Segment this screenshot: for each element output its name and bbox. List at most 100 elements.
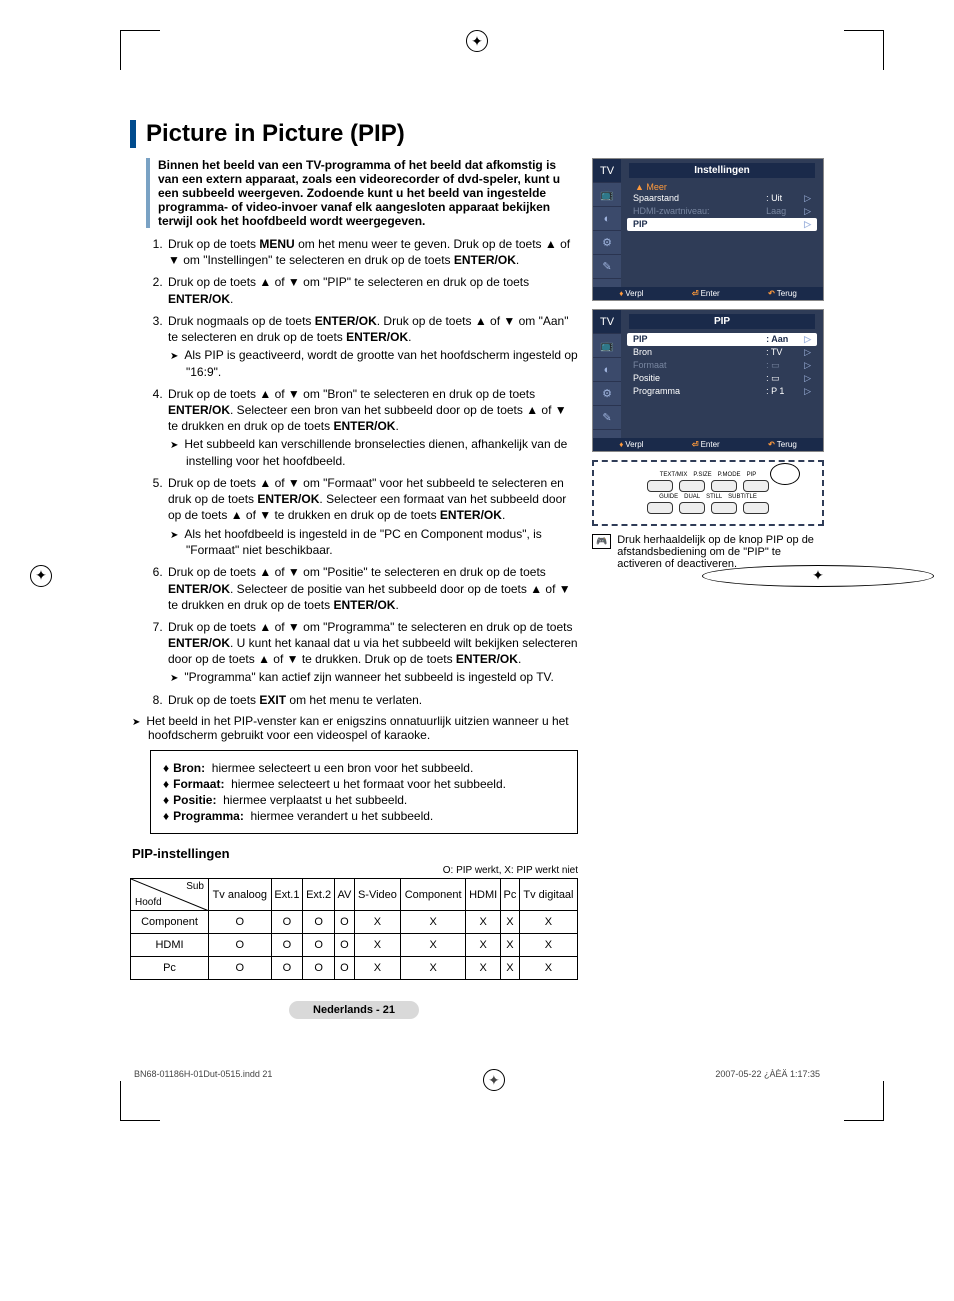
- table-col-header: S-Video: [354, 879, 400, 911]
- table-cell: O: [209, 934, 272, 957]
- table-cell: X: [354, 934, 400, 957]
- registration-mark: ✦: [483, 1069, 505, 1091]
- step-subnote: Als het hoofdbeeld is ingesteld in de "P…: [186, 526, 578, 559]
- remote-button: [743, 480, 769, 492]
- osd-tab-icon: ✎: [593, 255, 621, 279]
- remote-button-label: P.MODE: [718, 472, 741, 478]
- table-cell: O: [303, 934, 335, 957]
- step-item: Druk op de toets ▲ of ▼ om "Positie" te …: [166, 564, 578, 613]
- table-col-header: HDMI: [466, 879, 501, 911]
- step-item: Druk op de toets ▲ of ▼ om "Bron" te sel…: [166, 386, 578, 469]
- table-row-header: Pc: [131, 957, 209, 980]
- osd-tab-tv: TV: [593, 159, 621, 183]
- pip-table: SubHoofdTv analoogExt.1Ext.2AVS-VideoCom…: [130, 878, 578, 980]
- table-legend: O: PIP werkt, X: PIP werkt niet: [130, 865, 578, 876]
- osd-row: Bron: TV▷: [627, 346, 817, 359]
- final-note: Het beeld in het PIP-venster kan er enig…: [148, 714, 578, 742]
- intro-text: Binnen het beeld van een TV-programma of…: [146, 158, 566, 228]
- step-subnote: Het subbeeld kan verschillende bronselec…: [186, 436, 578, 469]
- table-col-header: Pc: [501, 879, 520, 911]
- osd-row: Formaat: ▭▷: [627, 359, 817, 372]
- remote-button-label: SUBTITLE: [728, 494, 757, 500]
- table-col-header: Component: [401, 879, 466, 911]
- step-item: Druk nogmaals op de toets ENTER/OK. Druk…: [166, 313, 578, 380]
- table-cell: X: [466, 911, 501, 934]
- table-row-header: Component: [131, 911, 209, 934]
- table-row-header: HDMI: [131, 934, 209, 957]
- definition-row: ♦Bron: hiermee selecteert u een bron voo…: [163, 761, 565, 775]
- table-cell: X: [354, 911, 400, 934]
- osd-row: PIP▷: [627, 218, 817, 231]
- osd-row: Positie: ▭▷: [627, 372, 817, 385]
- remote-button-label: TEXT/MIX: [660, 472, 688, 478]
- osd-row: HDMI-zwartniveau:Laag▷: [627, 205, 817, 218]
- definition-row: ♦Positie: hiermee verplaatst u het subbe…: [163, 793, 565, 807]
- table-cell: O: [334, 911, 354, 934]
- remote-button: [743, 502, 769, 514]
- meta-timestamp: 2007-05-22 ¿ÀÈÄ 1:17:35: [715, 1069, 820, 1091]
- table-col-header: Tv analoog: [209, 879, 272, 911]
- table-col-header: Ext.1: [271, 879, 303, 911]
- osd-tab-icon: ⚙: [593, 231, 621, 255]
- table-cell: X: [501, 957, 520, 980]
- table-cell: O: [334, 934, 354, 957]
- osd-screenshot-settings: TV 📺 ◐ ⚙ ✎ Instellingen ▲ Meer Spaarstan…: [592, 158, 824, 301]
- osd-tab-icon: ◐: [593, 207, 621, 231]
- osd-tab-icon: ✎: [593, 406, 621, 430]
- table-cell: O: [209, 911, 272, 934]
- osd-footer: ♦Verpl ⏎Enter ↶Terug: [593, 287, 823, 300]
- remote-button-label: STILL: [706, 494, 722, 500]
- table-cell: X: [401, 911, 466, 934]
- osd-tab-icon: 📺: [593, 183, 621, 207]
- table-cell: X: [466, 934, 501, 957]
- remote-button-label: GUIDE: [659, 494, 678, 500]
- meta-filename: BN68-01186H-01Dut-0515.indd 21: [134, 1069, 272, 1091]
- table-cell: X: [466, 957, 501, 980]
- table-cell: X: [519, 911, 577, 934]
- remote-button: [647, 502, 673, 514]
- remote-tip: 🎮 Druk herhaaldelijk op de knop PIP op d…: [592, 534, 824, 570]
- table-cell: O: [303, 957, 335, 980]
- osd-row: PIP: Aan▷: [627, 333, 817, 346]
- step-subnote: Als PIP is geactiveerd, wordt de grootte…: [186, 347, 578, 380]
- table-cell: X: [401, 957, 466, 980]
- step-subnote: "Programma" kan actief zijn wanneer het …: [186, 669, 578, 686]
- definitions-box: ♦Bron: hiermee selecteert u een bron voo…: [150, 750, 578, 834]
- definition-row: ♦Formaat: hiermee selecteert u het forma…: [163, 777, 565, 791]
- page-title: Picture in Picture (PIP): [130, 120, 824, 148]
- table-heading: PIP-instellingen: [132, 846, 578, 861]
- step-item: Druk op de toets MENU om het menu weer t…: [166, 236, 578, 268]
- table-cell: O: [303, 911, 335, 934]
- remote-button: [679, 502, 705, 514]
- osd-tab-icon: ◐: [593, 358, 621, 382]
- osd-row: Programma: P 1▷: [627, 385, 817, 398]
- table-cell: X: [519, 957, 577, 980]
- table-col-header: Ext.2: [303, 879, 335, 911]
- step-item: Druk op de toets ▲ of ▼ om "Formaat" voo…: [166, 475, 578, 558]
- remote-button-label: P.SIZE: [693, 472, 711, 478]
- remote-button: [679, 480, 705, 492]
- osd-title: PIP: [629, 314, 815, 329]
- table-cell: O: [271, 957, 303, 980]
- table-cell: O: [271, 934, 303, 957]
- remote-button: [711, 480, 737, 492]
- table-cell: X: [501, 911, 520, 934]
- osd-title: Instellingen: [629, 163, 815, 178]
- remote-button: [647, 480, 673, 492]
- table-cell: O: [271, 911, 303, 934]
- table-cell: O: [209, 957, 272, 980]
- osd-row: Spaarstand: Uit▷: [627, 192, 817, 205]
- definition-row: ♦Programma: hiermee verandert u het subb…: [163, 809, 565, 823]
- page-footer: Nederlands - 21: [289, 1001, 419, 1019]
- osd-more: ▲ Meer: [627, 182, 817, 192]
- remote-button-label: PIP: [747, 472, 757, 478]
- osd-tab-icon: 📺: [593, 334, 621, 358]
- step-item: Druk op de toets ▲ of ▼ om "PIP" te sele…: [166, 274, 578, 306]
- osd-footer: ♦Verpl ⏎Enter ↶Terug: [593, 438, 823, 451]
- step-item: Druk op de toets ▲ of ▼ om "Programma" t…: [166, 619, 578, 686]
- osd-tab-icon: ⚙: [593, 382, 621, 406]
- step-item: Druk op de toets EXIT om het menu te ver…: [166, 692, 578, 708]
- table-cell: X: [501, 934, 520, 957]
- table-col-header: AV: [334, 879, 354, 911]
- table-cell: X: [401, 934, 466, 957]
